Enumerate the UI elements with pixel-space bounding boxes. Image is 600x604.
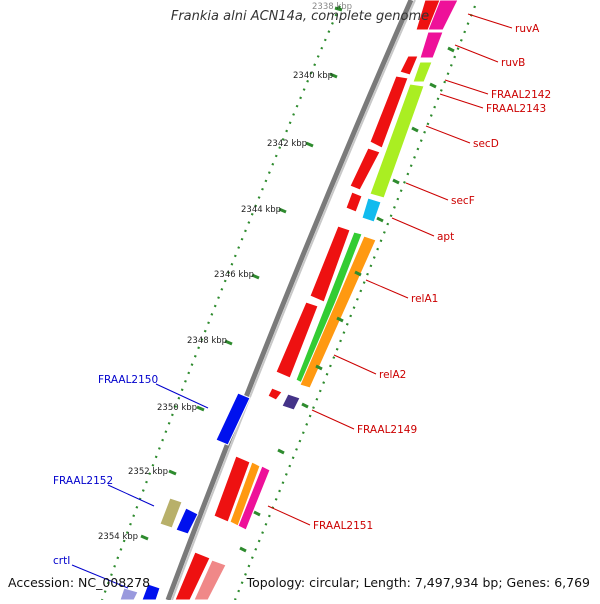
leader-line — [107, 484, 155, 507]
gene-block-lime[interactable] — [369, 83, 425, 199]
inner-tick — [376, 216, 384, 223]
gene-block-red[interactable] — [369, 75, 409, 149]
gene-block-red[interactable] — [275, 301, 319, 379]
inner-tick — [315, 364, 323, 371]
gene-label-fraal2149[interactable]: FRAAL2149 — [357, 424, 417, 436]
leader-line — [405, 182, 449, 201]
gene-label-fraal2152[interactable]: FRAAL2152 — [53, 475, 113, 487]
leader-line — [71, 564, 129, 589]
scale-label: 2340 kbp — [293, 71, 333, 81]
scale-tick — [140, 534, 149, 541]
scale-labels: 2338 kbp 2340 kbp 2342 kbp 2344 kbp 2346… — [98, 2, 352, 542]
gene-label-ruvA[interactable]: ruvA — [515, 23, 540, 35]
leader-line — [155, 383, 209, 409]
map-title: Frankia alni ACN14a, complete genome — [170, 9, 430, 24]
scale-tick — [251, 273, 260, 280]
gene-block-blue[interactable] — [215, 392, 251, 446]
gene-block-cyan[interactable] — [361, 197, 382, 223]
leader-line — [439, 93, 484, 109]
inner-tick — [301, 402, 309, 409]
gene-label-crtI[interactable]: crtI — [53, 555, 70, 567]
gene-label-secD[interactable]: secD — [473, 138, 499, 150]
gene-block-red[interactable] — [345, 191, 363, 213]
gene-block-red[interactable] — [267, 387, 283, 401]
leader-line — [267, 505, 311, 526]
leader-line — [365, 279, 409, 299]
gene-label-relA1[interactable]: relA1 — [411, 293, 438, 305]
scale-tick — [329, 72, 338, 79]
gene-block-red[interactable] — [399, 55, 419, 76]
forward-leader-lines — [267, 13, 513, 526]
inner-tick — [277, 448, 285, 455]
leader-line — [454, 44, 499, 63]
gene-block-magenta[interactable] — [419, 31, 444, 59]
inner-tick — [253, 510, 261, 517]
inner-tick — [447, 46, 455, 53]
scale-label: 2346 kbp — [214, 270, 254, 280]
gene-label-apt[interactable]: apt — [437, 231, 454, 243]
inner-tick — [411, 126, 419, 133]
scale-label: 2354 kbp — [98, 532, 138, 542]
gene-block-red[interactable] — [349, 147, 381, 191]
scale-label: 2344 kbp — [241, 205, 281, 215]
gene-label-fraal2142[interactable]: FRAAL2142 — [491, 89, 551, 101]
inner-tick — [392, 178, 400, 185]
gene-block-blue[interactable] — [175, 507, 199, 535]
gene-block-red[interactable] — [309, 225, 351, 303]
outer-dotted-track — [100, 5, 342, 601]
genome-backbone-shadow — [171, 0, 416, 601]
gene-label-fraal2151[interactable]: FRAAL2151 — [313, 520, 373, 532]
gene-label-fraal2150[interactable]: FRAAL2150 — [98, 374, 158, 386]
inner-tick — [354, 270, 362, 277]
gene-block-magenta[interactable] — [237, 465, 271, 531]
inner-tick — [239, 546, 247, 553]
scale-tick — [168, 469, 177, 476]
scale-tick — [278, 207, 287, 214]
scale-label: 2342 kbp — [267, 139, 307, 149]
forward-gene-labels: ruvA ruvB FRAAL2142 FRAAL2143 secD secF … — [313, 23, 551, 532]
scale-label: 2338 kbp — [312, 2, 352, 12]
reverse-genes — [119, 392, 251, 601]
scale-tick — [334, 6, 343, 12]
scale-tick — [196, 405, 205, 412]
scale-tick — [305, 141, 314, 148]
inner-dotted-track — [233, 5, 477, 601]
topology-summary: Topology: circular; Length: 7,497,934 bp… — [246, 575, 590, 590]
gene-block-red[interactable] — [213, 455, 251, 523]
reverse-leader-lines — [71, 383, 209, 589]
gene-label-relA2[interactable]: relA2 — [379, 369, 406, 381]
gene-label-fraal2143[interactable]: FRAAL2143 — [486, 103, 546, 115]
inner-ticks — [239, 46, 455, 553]
scale-label: 2350 kbp — [157, 403, 197, 413]
leader-line — [333, 354, 377, 375]
inner-tick — [429, 82, 437, 89]
inner-tick — [336, 316, 344, 323]
scale-label: 2352 kbp — [128, 467, 168, 477]
leader-line — [425, 125, 471, 144]
scale-ticks — [140, 6, 343, 541]
scale-label: 2348 kbp — [187, 336, 227, 346]
scale-tick — [224, 339, 233, 346]
genome-backbone — [165, 0, 414, 601]
gene-block-magenta[interactable] — [427, 0, 459, 31]
gene-block-lime[interactable] — [412, 61, 433, 83]
reverse-gene-labels: FRAAL2150 FRAAL2152 crtI — [53, 374, 158, 567]
gene-label-ruvB[interactable]: ruvB — [501, 57, 525, 69]
accession-text: Accession: NC_008278 — [8, 575, 151, 590]
leader-line — [391, 217, 435, 237]
leader-line — [444, 79, 489, 95]
gene-label-secF[interactable]: secF — [451, 195, 475, 207]
leader-line — [311, 409, 355, 430]
gene-block-olive[interactable] — [159, 497, 183, 529]
gene-block-purple[interactable] — [281, 393, 301, 411]
leader-line — [467, 13, 513, 29]
